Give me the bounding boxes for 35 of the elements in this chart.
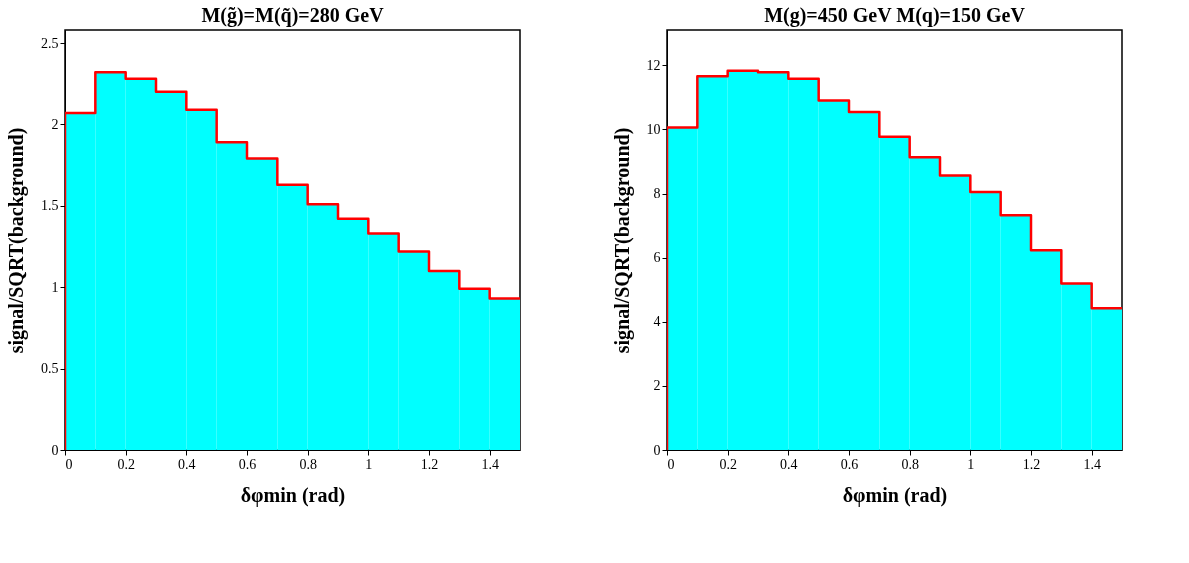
chart-title: M(g)=450 GeV M(q)=150 GeV — [764, 4, 1026, 27]
y-tick-label: 0 — [653, 442, 661, 458]
x-tick-label: 0 — [65, 456, 73, 472]
chart-title: M(g̃)=M(q̃)=280 GeV — [201, 4, 385, 27]
y-tick-label: 1 — [51, 279, 59, 295]
y-tick-label: 0 — [51, 442, 59, 458]
x-tick-label: 1.4 — [481, 456, 499, 472]
x-tick-label: 0.8 — [901, 456, 919, 472]
x-tick-label: 0.6 — [840, 456, 859, 472]
y-tick-label: 4 — [653, 314, 661, 330]
y-tick-label: 2.5 — [41, 35, 59, 51]
y-tick-label: 2 — [653, 378, 661, 394]
x-axis-title: δφmin (rad) — [842, 483, 948, 507]
x-tick-label: 0.4 — [178, 456, 196, 472]
x-tick-label: 0.2 — [719, 456, 737, 472]
y-tick-label: 2 — [51, 116, 59, 132]
y-tick-label: 6 — [653, 250, 661, 266]
x-tick-label: 0 — [667, 456, 675, 472]
x-tick-label: 0.6 — [238, 456, 257, 472]
y-tick-label: 10 — [646, 121, 661, 137]
x-tick-label: 0.8 — [299, 456, 317, 472]
y-tick-label: 12 — [646, 57, 661, 73]
y-axis-title: signal/SQRT(background) — [5, 127, 28, 354]
x-axis-title: δφmin (rad) — [240, 483, 346, 507]
x-tick-label: 1.2 — [1022, 456, 1041, 472]
y-tick-label: 0.5 — [41, 361, 59, 377]
x-tick-label: 0.4 — [780, 456, 798, 472]
y-axis-title: signal/SQRT(background) — [610, 127, 634, 354]
x-tick-label: 1.2 — [420, 456, 439, 472]
x-tick-label: 1 — [967, 456, 975, 472]
x-tick-label: 1.4 — [1083, 456, 1101, 472]
x-tick-label: 1 — [365, 456, 373, 472]
x-tick-label: 0.2 — [117, 456, 135, 472]
y-tick-label: 8 — [653, 186, 661, 202]
y-tick-label: 1.5 — [41, 198, 59, 214]
